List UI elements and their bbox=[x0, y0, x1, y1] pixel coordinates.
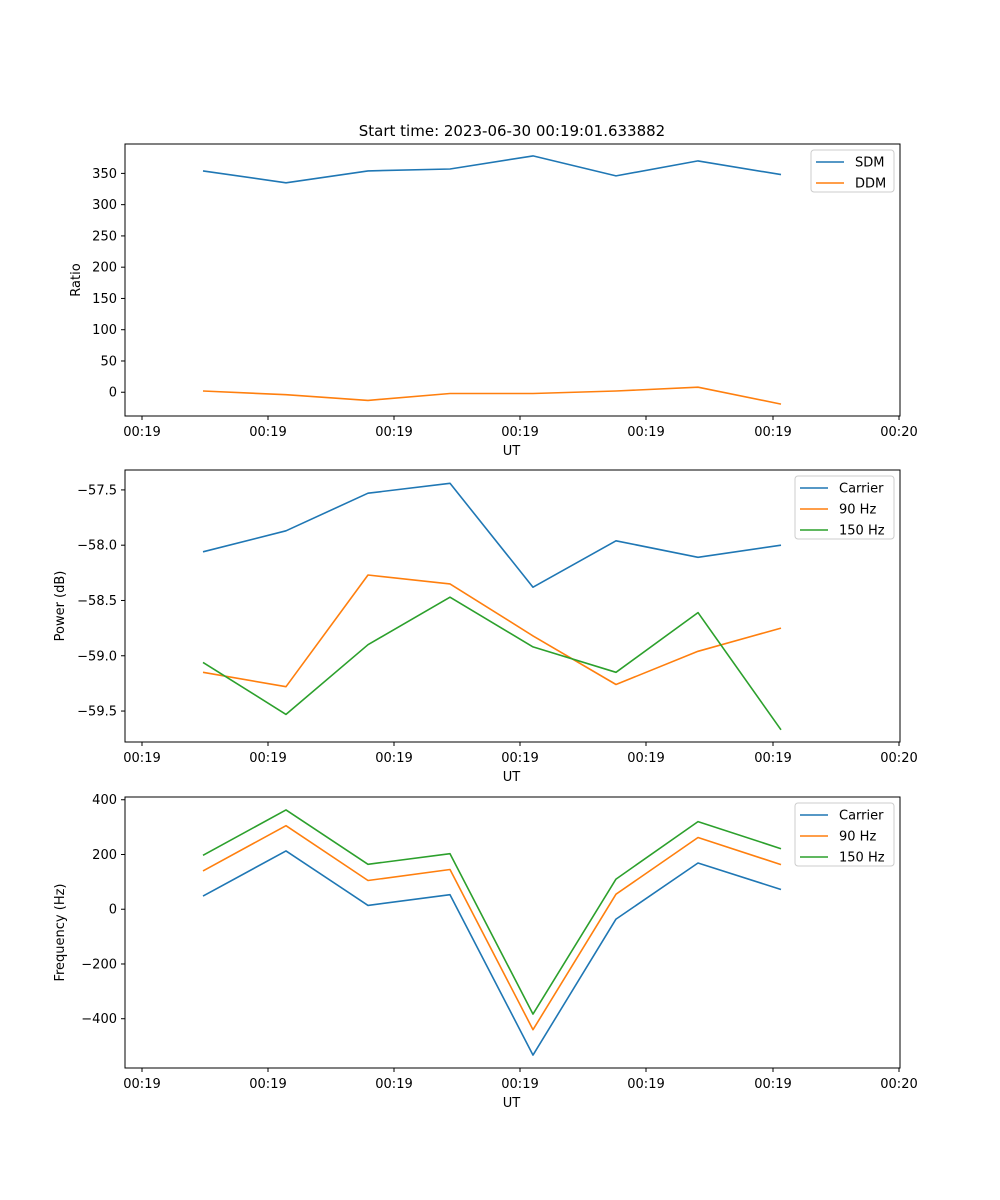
y-tick-label: 300 bbox=[92, 198, 117, 213]
legend-label: Carrier bbox=[839, 809, 884, 824]
x-tick-label: 00:20 bbox=[880, 425, 917, 440]
series-line-carrier bbox=[202, 482, 782, 589]
x-tick-label: 00:19 bbox=[754, 425, 791, 440]
x-axis-label: UT bbox=[503, 444, 521, 459]
x-tick-label: 00:19 bbox=[123, 751, 160, 766]
x-tick-label: 00:20 bbox=[880, 1077, 917, 1092]
y-tick-label: −59.0 bbox=[77, 649, 117, 664]
y-axis-label: Power (dB) bbox=[53, 571, 68, 642]
plot-frame bbox=[124, 143, 901, 417]
y-tick-label: 200 bbox=[92, 261, 117, 276]
x-tick-label: 00:19 bbox=[123, 1077, 160, 1092]
chart-panel-1: 00:19 00:19 00:19 00:19 00:19 00:19 00:20 0 50 10… bbox=[69, 143, 918, 459]
y-tick-label: 350 bbox=[92, 167, 117, 182]
x-tick-label: 00:19 bbox=[627, 751, 664, 766]
y-tick-label: 150 bbox=[92, 292, 117, 307]
legend-label: Carrier bbox=[839, 482, 884, 497]
x-axis-label: UT bbox=[503, 1096, 521, 1111]
x-tick-label: 00:19 bbox=[123, 425, 160, 440]
legend: SDM DDM bbox=[810, 149, 895, 193]
x-tick-label: 00:19 bbox=[501, 751, 538, 766]
legend-label: 150 Hz bbox=[839, 524, 885, 539]
series-line-150-hz bbox=[202, 596, 782, 731]
legend-box bbox=[810, 149, 895, 193]
y-tick-label: 400 bbox=[92, 793, 117, 808]
legend-label: 90 Hz bbox=[839, 503, 876, 518]
y-tick-label: −58.0 bbox=[77, 539, 117, 554]
x-tick-label: 00:20 bbox=[880, 751, 917, 766]
y-axis-label: Frequency (Hz) bbox=[53, 883, 68, 981]
x-tick-label: 00:19 bbox=[249, 1077, 286, 1092]
legend-label: 90 Hz bbox=[839, 830, 876, 845]
y-axis-label: Ratio bbox=[69, 263, 84, 296]
chart-panel-3: 00:19 00:19 00:19 00:19 00:19 00:19 00:20 −400 −… bbox=[53, 793, 918, 1111]
series-line-ddm bbox=[202, 386, 782, 405]
y-tick-label: −200 bbox=[81, 957, 117, 972]
legend-label: SDM bbox=[855, 156, 884, 171]
series-line-150-hz bbox=[202, 809, 782, 1015]
y-tick-label: −400 bbox=[81, 1012, 117, 1027]
series-line-carrier bbox=[202, 850, 782, 1056]
legend-label: DDM bbox=[855, 177, 886, 192]
y-tick-label: −58.5 bbox=[77, 594, 117, 609]
series-line-90-hz bbox=[202, 574, 782, 688]
figure-title: Start time: 2023-06-30 00:19:01.633882 bbox=[359, 122, 665, 140]
x-tick-label: 00:19 bbox=[375, 1077, 412, 1092]
x-tick-label: 00:19 bbox=[375, 425, 412, 440]
x-tick-label: 00:19 bbox=[501, 1077, 538, 1092]
plot-frame bbox=[124, 796, 901, 1069]
legend-label: 150 Hz bbox=[839, 851, 885, 866]
x-tick-label: 00:19 bbox=[249, 751, 286, 766]
y-tick-label: 200 bbox=[92, 848, 117, 863]
plot-frame bbox=[124, 469, 901, 743]
legend-box bbox=[794, 475, 895, 540]
x-tick-label: 00:19 bbox=[627, 1077, 664, 1092]
x-axis-label: UT bbox=[503, 770, 521, 785]
y-tick-label: 0 bbox=[109, 386, 117, 401]
x-tick-label: 00:19 bbox=[501, 425, 538, 440]
x-tick-label: 00:19 bbox=[375, 751, 412, 766]
plots-container: 00:19 00:19 00:19 00:19 00:19 00:19 00:20 0 50 10… bbox=[53, 143, 918, 1111]
y-tick-label: 0 bbox=[109, 903, 117, 918]
legend: Carrier 90 Hz 150 Hz bbox=[794, 475, 895, 540]
x-tick-label: 00:19 bbox=[627, 425, 664, 440]
series-line-sdm bbox=[202, 155, 782, 184]
legend: Carrier 90 Hz 150 Hz bbox=[794, 802, 895, 867]
x-tick-label: 00:19 bbox=[249, 425, 286, 440]
chart-panel-2: 00:19 00:19 00:19 00:19 00:19 00:19 00:20 −59.5… bbox=[53, 469, 918, 785]
y-tick-label: 100 bbox=[92, 323, 117, 338]
y-tick-label: −57.5 bbox=[77, 483, 117, 498]
y-tick-label: 50 bbox=[100, 354, 117, 369]
x-tick-label: 00:19 bbox=[754, 1077, 791, 1092]
y-tick-label: −59.5 bbox=[77, 705, 117, 720]
x-tick-label: 00:19 bbox=[754, 751, 791, 766]
y-tick-label: 250 bbox=[92, 229, 117, 244]
series-line-90-hz bbox=[202, 824, 782, 1031]
legend-box bbox=[794, 802, 895, 867]
